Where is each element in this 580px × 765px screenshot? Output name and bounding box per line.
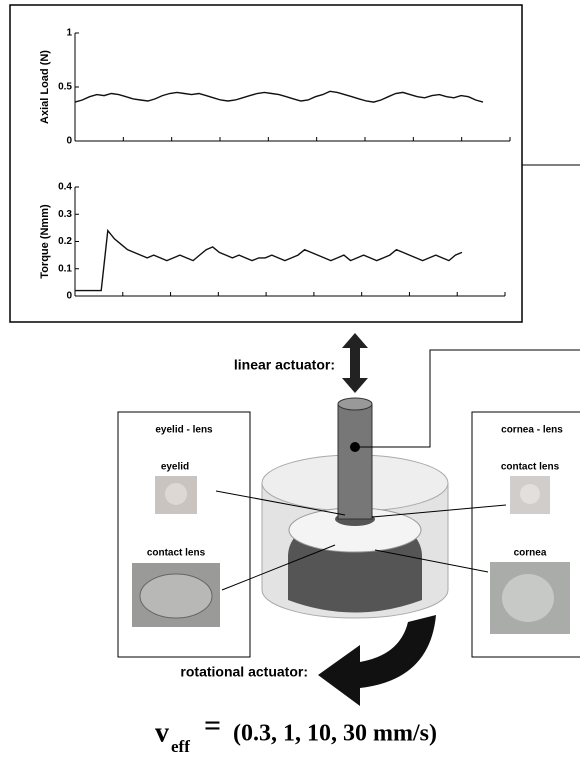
formula-equals: = [204,709,221,742]
formula-symbol: v [155,717,169,748]
connector [355,349,580,448]
rotational-actuator-label: rotational actuator: [180,664,308,680]
panel-label: contact lens [147,548,206,559]
panel-label: cornea [514,548,547,559]
y-axis-label: Axial Load (N) [39,50,51,124]
data-line [74,90,484,103]
data-line [75,228,463,292]
panel-label: eyelid [161,462,189,473]
y-tick-label: 0.1 [58,263,72,274]
formula-values: (0.3, 1, 10, 30 mm/s) [233,721,437,747]
panel-title: eyelid - lens [155,425,213,436]
y-tick-label: 0 [66,291,72,302]
pointer [221,544,336,591]
pointer [371,504,507,518]
tube-top [337,397,373,411]
y-tick-label: 0.2 [58,236,72,247]
y-axis-label: Torque (Nmm) [39,204,51,279]
formula-subscript: eff [171,737,190,756]
linear-actuator-label: linear actuator: [234,357,335,373]
pointer [215,490,346,516]
lens-photo [520,484,540,504]
panel-label: contact lens [501,462,560,473]
y-tick-label: 0.4 [58,182,72,193]
lens-photo [139,573,213,619]
y-tick-label: 1 [66,28,72,39]
y-tick-label: 0.5 [58,82,72,93]
curved-arrow [318,615,436,706]
cornea-photo [502,574,554,622]
tube [337,403,373,520]
pointer [374,549,489,573]
formula: v eff = (0.3, 1, 10, 30 mm/s) [155,709,437,756]
eyelid-photo [165,483,187,505]
plots: 0 0.5 1 Axial Load (N) 0 0.1 0.2 0.3 0.4 Torque (… [39,28,511,302]
double-arrow [342,333,368,393]
y-tick-label: 0 [66,136,72,147]
panel-title: cornea - lens [501,425,563,436]
plot-frame [9,4,523,323]
y-tick-label: 0.3 [58,209,72,220]
